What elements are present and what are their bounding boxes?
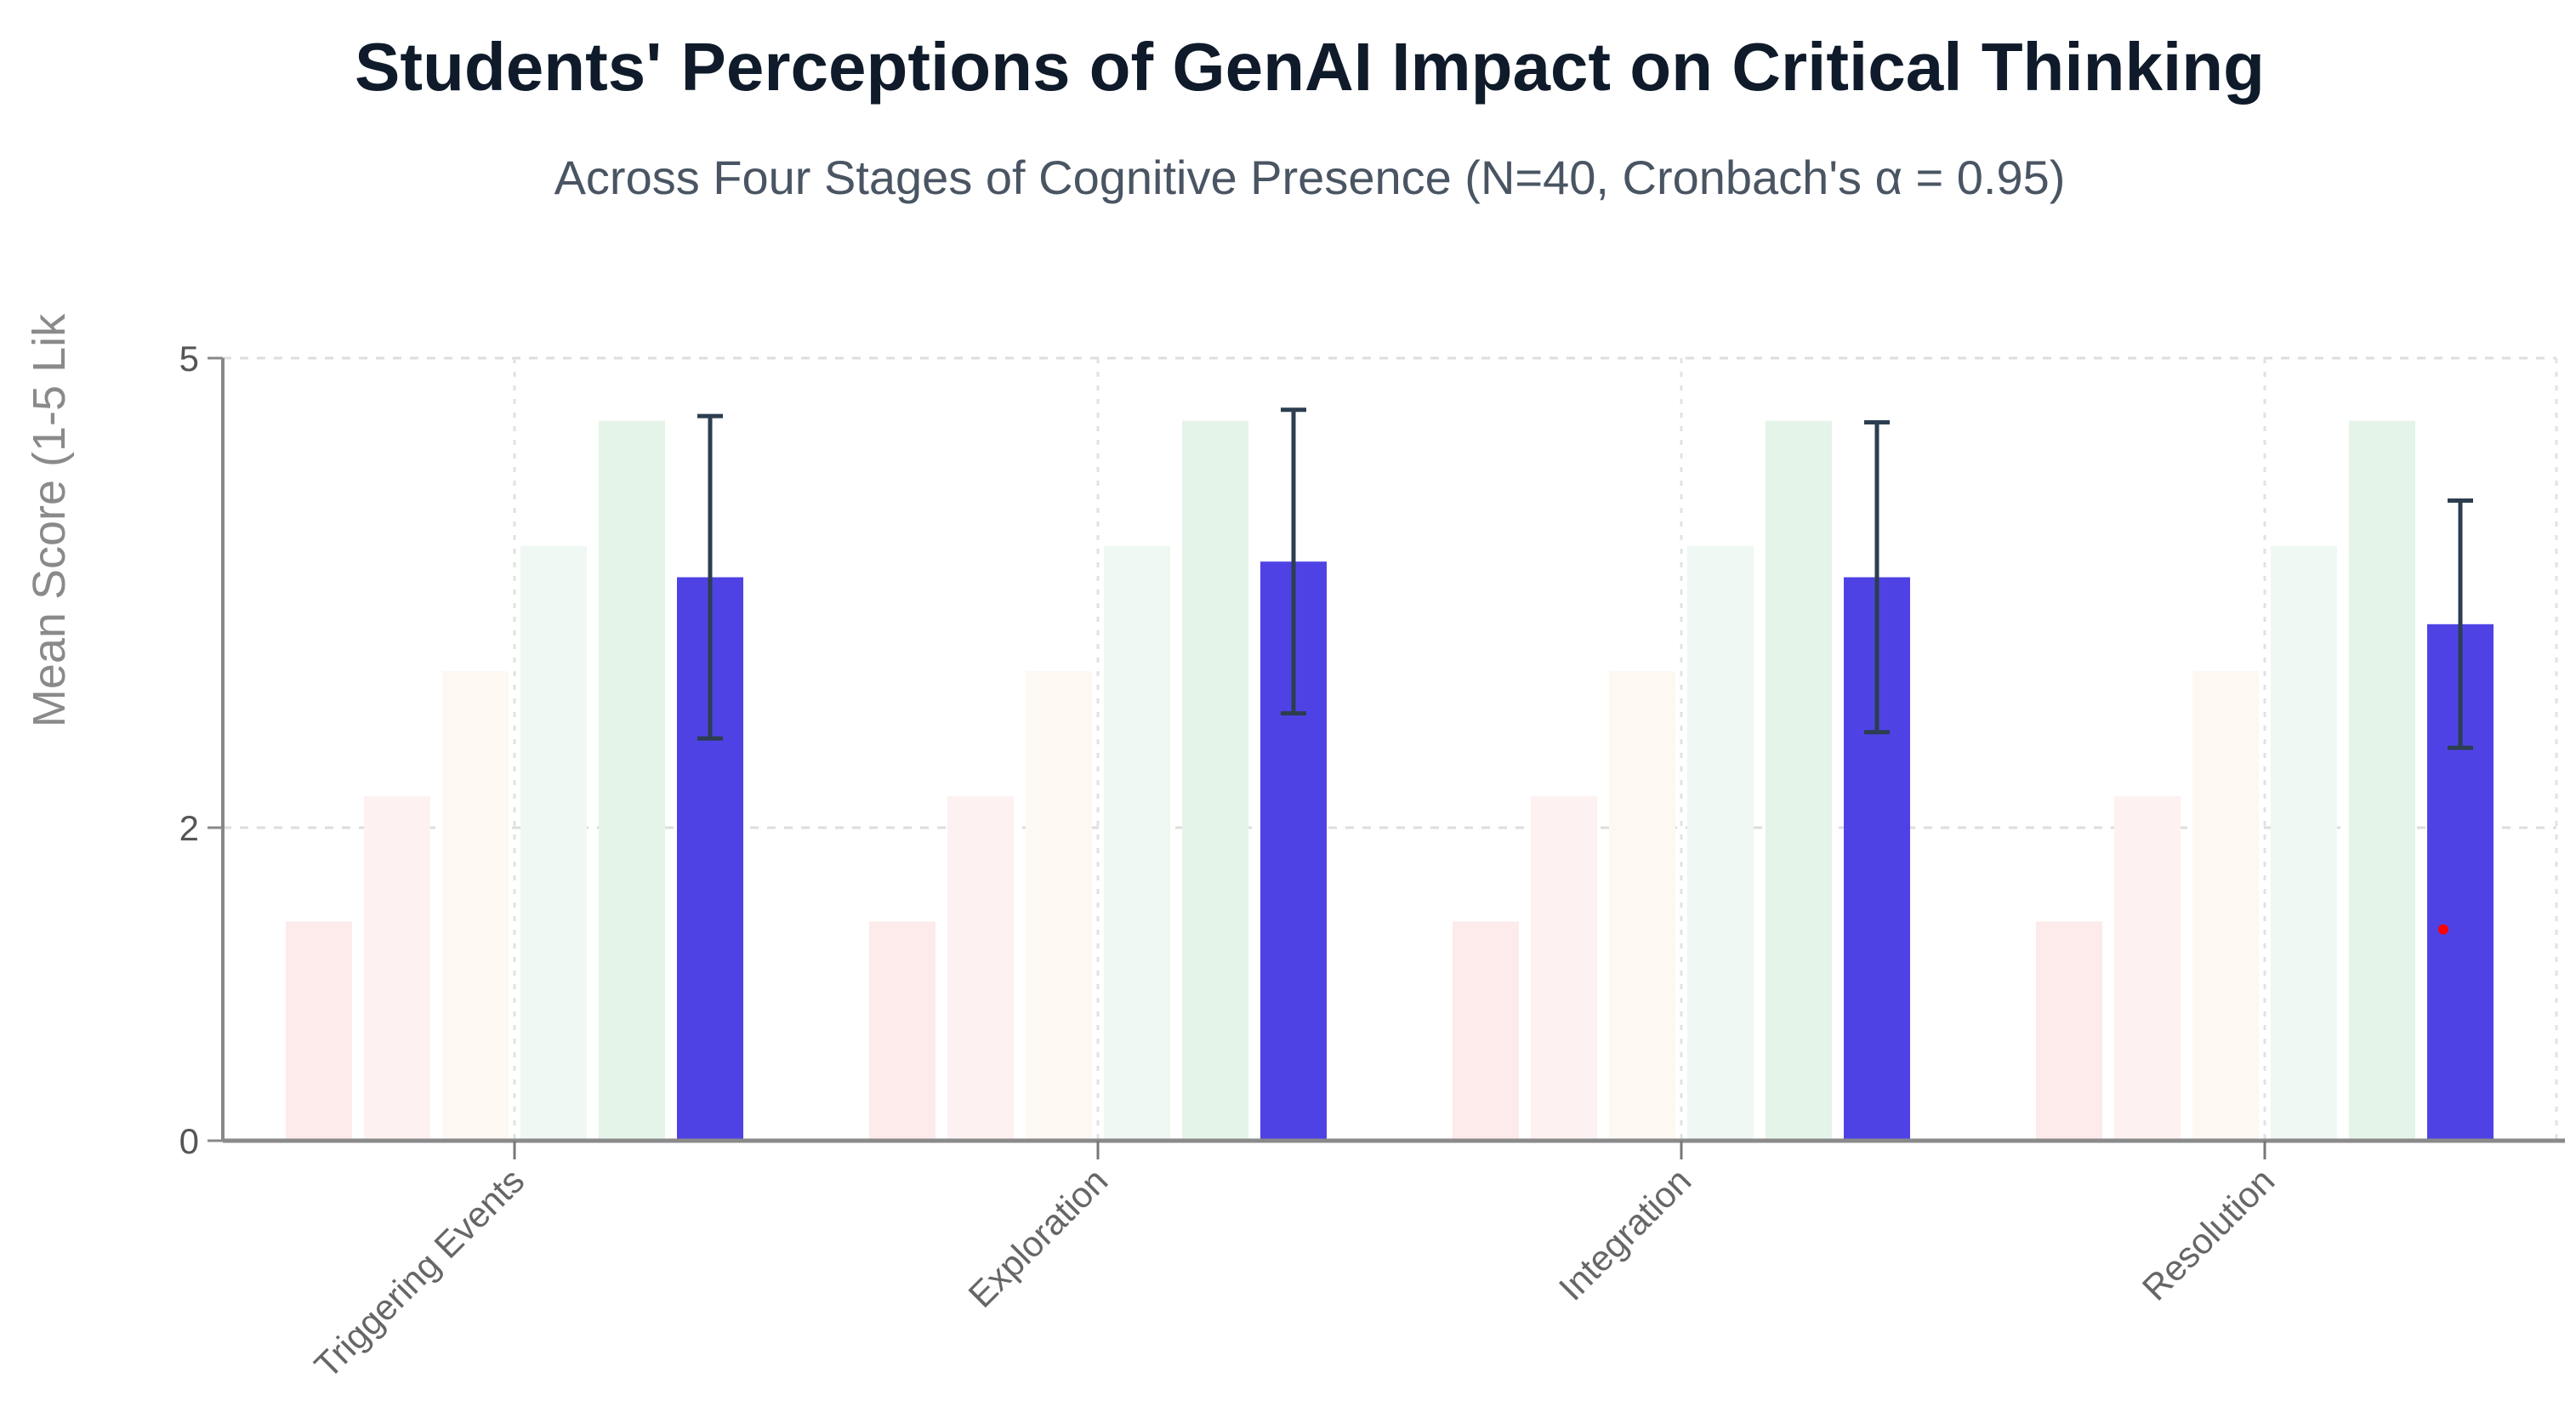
y-tick-label: 0 xyxy=(179,1121,199,1161)
reference-bar xyxy=(1182,420,1248,1142)
reference-bar xyxy=(1104,545,1170,1141)
reference-bar xyxy=(947,796,1014,1141)
reference-bar xyxy=(1609,671,1675,1141)
reference-bar xyxy=(1531,796,1597,1141)
chart-subtitle: Across Four Stages of Cognitive Presence… xyxy=(554,151,2066,204)
x-tick-label: Resolution xyxy=(2135,1160,2283,1308)
reference-bar xyxy=(364,796,430,1141)
y-tick-label: 5 xyxy=(179,339,199,379)
reference-bar xyxy=(286,921,352,1141)
reference-bar xyxy=(599,420,665,1142)
reference-bar xyxy=(1453,921,1519,1141)
x-tick-label: Integration xyxy=(1551,1160,1699,1308)
reference-bar xyxy=(1687,545,1754,1141)
reference-bar xyxy=(2114,796,2181,1141)
red-marker-point xyxy=(2438,924,2448,935)
reference-bar xyxy=(520,545,587,1141)
reference-bar xyxy=(442,671,509,1141)
reference-bar xyxy=(1026,671,1092,1141)
reference-bar xyxy=(2349,420,2415,1142)
reference-bar xyxy=(2036,921,2102,1141)
y-tick-label: 2 xyxy=(179,808,199,848)
reference-bar xyxy=(2192,671,2259,1141)
reference-bar xyxy=(2271,545,2337,1141)
y-axis-title: Mean Score (1-5 Lik xyxy=(24,313,75,727)
reference-bar xyxy=(869,921,935,1141)
reference-bar xyxy=(1766,420,1832,1142)
x-tick-label: Triggering Events xyxy=(306,1160,532,1386)
bars xyxy=(286,407,2494,1142)
chart-title: Students' Perceptions of GenAI Impact on… xyxy=(355,29,2265,105)
x-tick-label: Exploration xyxy=(961,1160,1116,1315)
